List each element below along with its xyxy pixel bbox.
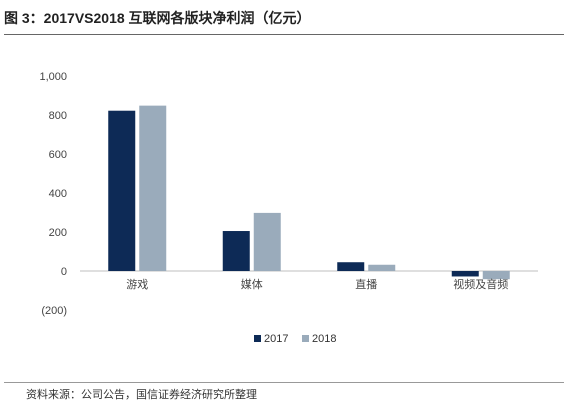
net-profit-bar-chart: 1,000 800 600 400 200 0 (200) 游戏 媒体 直播 视频及音频 2017 20…: [39, 71, 538, 345]
y-tick-label-3: 400: [49, 188, 67, 200]
x-category-label-3: 视频及音频: [453, 277, 508, 291]
bar-2017-0: [108, 110, 136, 272]
x-category-label-2: 直播: [355, 277, 377, 291]
legend-label-2018: 2018: [312, 333, 336, 345]
bar-2018-3: [482, 271, 510, 280]
bar-2018-1: [253, 212, 281, 271]
x-category-label-1: 媒体: [241, 277, 263, 291]
y-tick-label-6: (200): [41, 305, 67, 317]
y-tick-label-2: 600: [49, 149, 67, 161]
x-category-label-0: 游戏: [126, 278, 148, 291]
footer-divider: [4, 382, 564, 383]
y-tick-label-4: 200: [49, 227, 67, 239]
y-tick-label-1: 800: [49, 110, 67, 122]
y-tick-label-0: 1,000: [39, 71, 67, 83]
bar-2017-2: [337, 262, 365, 271]
source-note: 资料来源：公司公告，国信证券经济研究所整理: [26, 389, 257, 401]
bar-2017-1: [222, 231, 250, 271]
legend-swatch-2017: [254, 335, 261, 342]
bar-2018-0: [139, 105, 167, 271]
figure-title: 图 3：2017VS2018 互联网各版块净利润（亿元）: [4, 10, 311, 26]
bar-2018-2: [368, 264, 396, 271]
bar-2017-3: [451, 271, 479, 277]
legend-label-2017: 2017: [264, 333, 288, 345]
legend-swatch-2018: [302, 335, 309, 342]
y-tick-label-5: 0: [61, 266, 67, 278]
title-divider: [4, 34, 564, 35]
